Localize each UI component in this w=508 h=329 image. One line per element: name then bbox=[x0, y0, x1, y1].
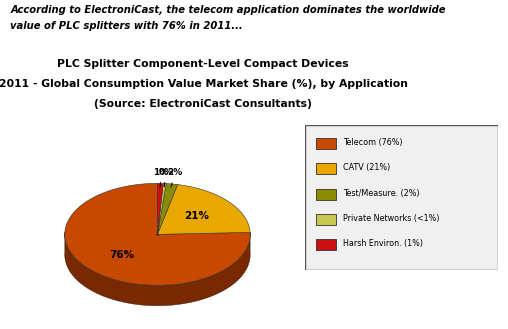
Polygon shape bbox=[157, 185, 250, 234]
FancyBboxPatch shape bbox=[316, 138, 336, 149]
FancyBboxPatch shape bbox=[316, 214, 336, 225]
Text: 2%: 2% bbox=[168, 168, 183, 187]
FancyBboxPatch shape bbox=[316, 240, 336, 250]
Polygon shape bbox=[157, 184, 166, 234]
Polygon shape bbox=[65, 183, 250, 285]
Text: Harsh Environ. (1%): Harsh Environ. (1%) bbox=[343, 239, 423, 248]
Polygon shape bbox=[157, 184, 178, 234]
Text: According to ElectroniCast, the telecom application dominates the worldwide: According to ElectroniCast, the telecom … bbox=[10, 5, 446, 15]
FancyBboxPatch shape bbox=[316, 164, 336, 174]
Text: CATV (21%): CATV (21%) bbox=[343, 163, 391, 172]
Text: 2011 - Global Consumption Value Market Share (%), by Application: 2011 - Global Consumption Value Market S… bbox=[0, 79, 408, 89]
Polygon shape bbox=[65, 232, 250, 306]
Text: PLC Splitter Component-Level Compact Devices: PLC Splitter Component-Level Compact Dev… bbox=[57, 59, 349, 69]
Text: 76%: 76% bbox=[110, 250, 135, 260]
Text: 21%: 21% bbox=[184, 211, 209, 221]
Polygon shape bbox=[157, 183, 163, 234]
FancyBboxPatch shape bbox=[305, 125, 498, 270]
Text: (Source: ElectroniCast Consultants): (Source: ElectroniCast Consultants) bbox=[94, 99, 312, 109]
Text: 0%: 0% bbox=[158, 168, 174, 187]
Text: value of PLC splitters with 76% in 2011...: value of PLC splitters with 76% in 2011.… bbox=[10, 21, 243, 31]
Text: Private Networks (<1%): Private Networks (<1%) bbox=[343, 214, 440, 223]
Text: 1%: 1% bbox=[153, 168, 169, 187]
FancyBboxPatch shape bbox=[316, 189, 336, 200]
Text: Telecom (76%): Telecom (76%) bbox=[343, 138, 403, 147]
Text: Test/Measure. (2%): Test/Measure. (2%) bbox=[343, 189, 420, 197]
